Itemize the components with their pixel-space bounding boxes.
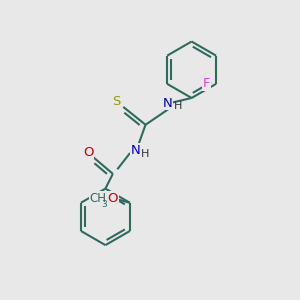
- Text: CH: CH: [90, 192, 106, 205]
- Text: H: H: [141, 148, 150, 159]
- Text: O: O: [108, 192, 118, 205]
- Text: F: F: [203, 77, 210, 90]
- Text: H: H: [173, 101, 182, 111]
- Text: N: N: [130, 143, 140, 157]
- Text: S: S: [112, 95, 121, 108]
- Text: O: O: [83, 146, 93, 159]
- Text: 3: 3: [101, 200, 107, 209]
- Text: N: N: [163, 97, 173, 110]
